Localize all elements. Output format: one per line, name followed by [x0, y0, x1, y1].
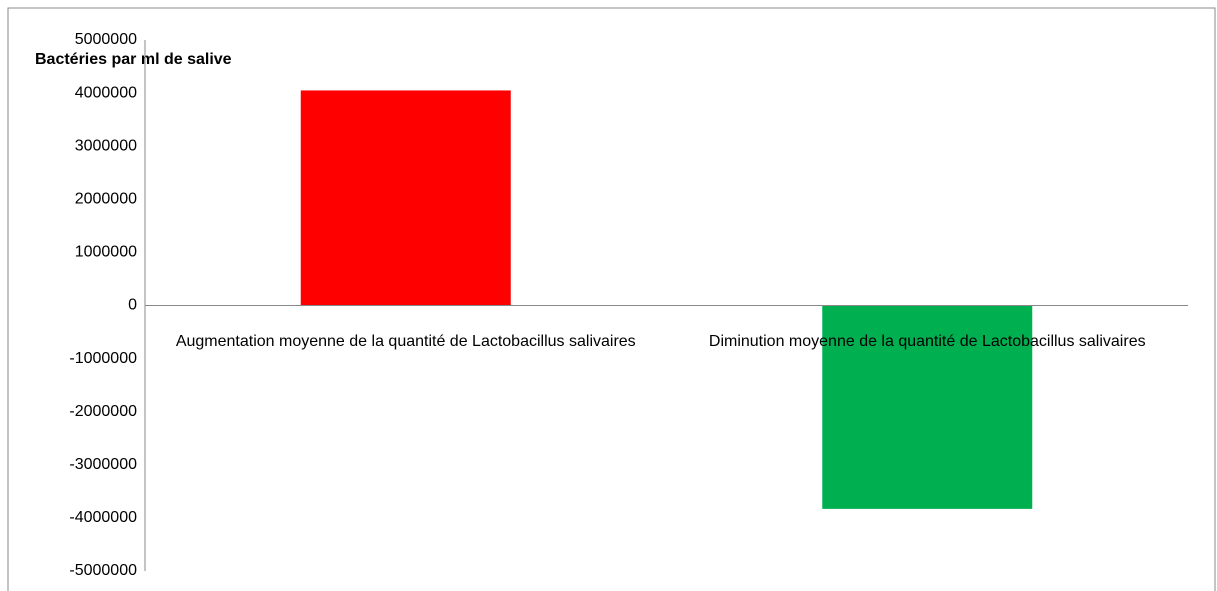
y-axis-title: Bactéries par ml de salive [35, 51, 232, 68]
y-tick-label: 1000000 [75, 244, 137, 261]
y-tick-label: 3000000 [75, 137, 137, 154]
y-tick-label: 4000000 [75, 84, 137, 101]
y-tick-label: -1000000 [69, 350, 137, 367]
y-tick-label: -4000000 [69, 509, 137, 526]
chart-border [7, 7, 1216, 591]
y-tick-label: 5000000 [75, 31, 137, 48]
y-tick-label: -3000000 [69, 456, 137, 473]
y-tick-label: -2000000 [69, 403, 137, 420]
y-tick-label: -5000000 [69, 562, 137, 579]
x-tick-label: Diminution moyenne de la quantité de Lac… [708, 332, 1146, 350]
bar [822, 305, 1033, 509]
x-tick-label: Augmentation moyenne de la quantité de L… [175, 332, 636, 350]
y-tick-label: 2000000 [75, 191, 137, 208]
bar [300, 90, 511, 306]
y-tick-label: 0 [128, 297, 137, 314]
